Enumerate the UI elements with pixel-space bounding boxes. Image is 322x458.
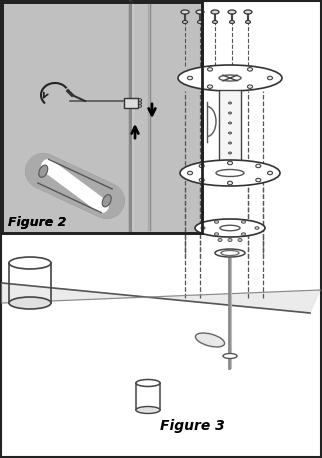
Ellipse shape	[136, 407, 160, 414]
Ellipse shape	[242, 221, 245, 223]
Ellipse shape	[229, 122, 232, 124]
Ellipse shape	[245, 21, 251, 23]
Ellipse shape	[201, 227, 205, 229]
Ellipse shape	[229, 132, 232, 134]
Ellipse shape	[242, 233, 245, 235]
Ellipse shape	[196, 10, 204, 14]
Ellipse shape	[9, 257, 51, 269]
Ellipse shape	[214, 221, 219, 223]
Ellipse shape	[183, 21, 187, 23]
Ellipse shape	[223, 354, 237, 359]
Ellipse shape	[199, 164, 204, 168]
Ellipse shape	[195, 219, 265, 237]
Bar	[2, 2, 202, 233]
Ellipse shape	[229, 102, 232, 104]
Ellipse shape	[178, 65, 282, 91]
Ellipse shape	[221, 251, 239, 256]
Ellipse shape	[180, 160, 280, 186]
Ellipse shape	[229, 112, 232, 114]
Ellipse shape	[211, 10, 219, 14]
Ellipse shape	[216, 169, 244, 176]
Polygon shape	[2, 283, 320, 313]
Ellipse shape	[219, 75, 241, 81]
Text: Figure 2: Figure 2	[8, 216, 66, 229]
Ellipse shape	[195, 333, 224, 347]
Ellipse shape	[255, 227, 259, 229]
Ellipse shape	[229, 142, 232, 144]
Ellipse shape	[138, 102, 141, 104]
Ellipse shape	[218, 239, 222, 241]
Ellipse shape	[256, 164, 261, 168]
Ellipse shape	[207, 85, 213, 88]
Bar	[124, 98, 138, 108]
Ellipse shape	[136, 380, 160, 387]
Bar	[2, 2, 202, 233]
Ellipse shape	[215, 249, 245, 257]
Ellipse shape	[9, 297, 51, 309]
Ellipse shape	[207, 68, 213, 71]
Ellipse shape	[248, 68, 252, 71]
Ellipse shape	[214, 233, 219, 235]
Ellipse shape	[220, 225, 240, 231]
Ellipse shape	[187, 76, 193, 80]
Ellipse shape	[238, 239, 242, 241]
Ellipse shape	[268, 171, 272, 175]
Ellipse shape	[256, 178, 261, 182]
Ellipse shape	[244, 10, 252, 14]
Ellipse shape	[213, 21, 217, 23]
Ellipse shape	[248, 85, 252, 88]
Text: Figure 2: Figure 2	[8, 216, 66, 229]
Ellipse shape	[187, 171, 193, 175]
Ellipse shape	[228, 181, 232, 185]
Ellipse shape	[197, 21, 203, 23]
Ellipse shape	[228, 239, 232, 241]
Ellipse shape	[229, 152, 232, 154]
Ellipse shape	[228, 161, 232, 165]
Ellipse shape	[138, 99, 141, 101]
Ellipse shape	[230, 21, 234, 23]
Bar	[219, 90, 241, 163]
Ellipse shape	[181, 10, 189, 14]
Text: Figure 3: Figure 3	[160, 419, 225, 433]
Ellipse shape	[199, 178, 204, 182]
Ellipse shape	[39, 165, 48, 177]
Ellipse shape	[268, 76, 272, 80]
Ellipse shape	[102, 195, 111, 207]
Ellipse shape	[228, 10, 236, 14]
Ellipse shape	[138, 105, 141, 107]
